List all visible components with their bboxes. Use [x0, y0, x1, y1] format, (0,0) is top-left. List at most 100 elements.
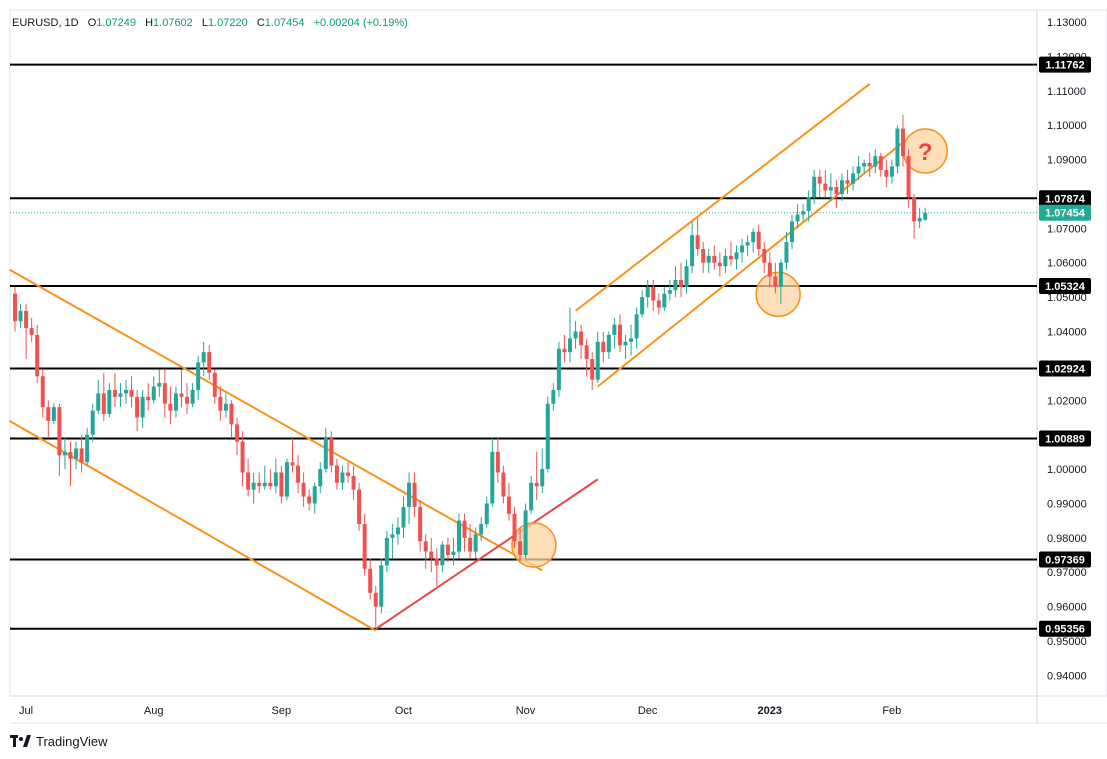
candle-body	[839, 180, 844, 194]
tradingview-logo-icon	[10, 735, 31, 747]
level-price-label: 1.07874	[1045, 193, 1086, 205]
candle-body	[440, 544, 445, 566]
level-price-tag	[1039, 620, 1091, 637]
candle-body	[173, 393, 178, 411]
channel-line[interactable]	[8, 268, 543, 572]
candle-body	[695, 235, 700, 249]
candle-body	[634, 314, 639, 339]
y-tick-label: 1.05000	[1047, 292, 1087, 304]
candle-body	[79, 448, 84, 463]
candle-body	[157, 383, 162, 387]
candle-body	[240, 441, 245, 473]
y-tick-label: 1.06000	[1047, 258, 1087, 270]
candle-body	[329, 438, 334, 466]
candle-body	[468, 537, 473, 552]
candle-body	[96, 393, 101, 411]
candle-body	[712, 255, 717, 263]
candle-body	[445, 544, 450, 556]
candle-body	[434, 558, 439, 566]
candle-body	[845, 180, 850, 184]
candle-body	[568, 338, 572, 353]
candle-body	[484, 503, 489, 525]
highlight-circle[interactable]	[511, 522, 557, 568]
candle-body	[290, 462, 295, 466]
candle-body	[756, 231, 761, 249]
candle-body	[734, 252, 739, 260]
candle-body	[201, 352, 206, 363]
candle-body	[656, 300, 661, 308]
candle-body	[379, 565, 384, 607]
candle-body	[140, 396, 145, 418]
level-price-label: 1.00889	[1045, 433, 1085, 445]
candle-body	[701, 248, 706, 263]
candle-body	[207, 352, 212, 373]
candle-body	[662, 293, 667, 308]
candle-body	[640, 297, 645, 315]
candle-body	[129, 389, 134, 397]
candle-body	[368, 568, 373, 593]
time-axis[interactable]: Jul Aug Sep Oct Nov Dec 2023 Feb	[10, 695, 1107, 724]
level-price-tag	[1039, 430, 1091, 447]
channel-line[interactable]	[597, 141, 904, 388]
candle-body	[473, 534, 478, 552]
level-price-label: 1.11762	[1045, 60, 1084, 72]
support-trend-line[interactable]	[375, 478, 599, 630]
candle-body	[235, 424, 239, 442]
candle-body	[751, 231, 756, 243]
level-price-tag	[1039, 551, 1091, 568]
candle-body	[834, 187, 839, 194]
candle-body	[312, 486, 317, 504]
current-price-label: 1.07454	[1045, 208, 1086, 220]
highlight-circle[interactable]	[755, 271, 801, 318]
candle-body	[684, 266, 689, 287]
candle-body	[101, 393, 106, 415]
candle-body	[851, 173, 856, 184]
y-tick-label: 0.94000	[1047, 670, 1087, 682]
level-price-tag	[1039, 360, 1091, 377]
candle-body	[495, 451, 500, 473]
candle-body	[318, 469, 323, 487]
x-tick-label: Feb	[882, 705, 901, 717]
symbol-label: EURUSD, 1D	[12, 17, 79, 29]
candle-body	[268, 482, 273, 487]
candle-body	[57, 407, 62, 456]
candle-body	[590, 359, 595, 380]
y-tick-label: 1.04000	[1047, 327, 1087, 339]
candle-body	[529, 482, 534, 511]
channel-line[interactable]	[574, 83, 871, 312]
brand-name: TradingView	[36, 734, 108, 749]
candle-body	[251, 482, 256, 490]
y-tick-label: 0.95000	[1047, 636, 1087, 648]
candle-body	[462, 520, 467, 538]
candle-body	[884, 169, 889, 177]
candle-body	[68, 451, 73, 459]
candle-body	[612, 324, 617, 335]
candle-body	[823, 183, 828, 191]
candle-body	[717, 262, 722, 267]
current-price-tag	[1039, 204, 1091, 221]
candle-body	[90, 410, 95, 435]
tradingview-brand[interactable]: TradingView	[10, 734, 108, 749]
candle-body	[595, 341, 600, 380]
question-mark-label: ?	[918, 139, 933, 166]
candle-body	[362, 524, 367, 569]
candle-body	[307, 496, 312, 504]
candle-body	[229, 403, 234, 425]
candle-body	[112, 389, 117, 397]
y-tick-label: 1.00000	[1047, 464, 1087, 476]
level-price-label: 0.95356	[1045, 624, 1085, 636]
candle-body	[412, 482, 417, 507]
y-tick-label: 0.97000	[1047, 567, 1087, 579]
candle-body	[196, 362, 201, 390]
candle-body	[273, 472, 278, 487]
candle-body	[334, 465, 339, 483]
candle-body	[784, 242, 789, 263]
candle-body	[479, 524, 484, 535]
candle-body	[62, 451, 67, 456]
candle-body	[773, 276, 778, 287]
candle-body	[862, 163, 867, 167]
level-price-label: 0.97369	[1045, 555, 1085, 567]
candle-body	[346, 472, 350, 476]
candle-body	[745, 242, 750, 246]
